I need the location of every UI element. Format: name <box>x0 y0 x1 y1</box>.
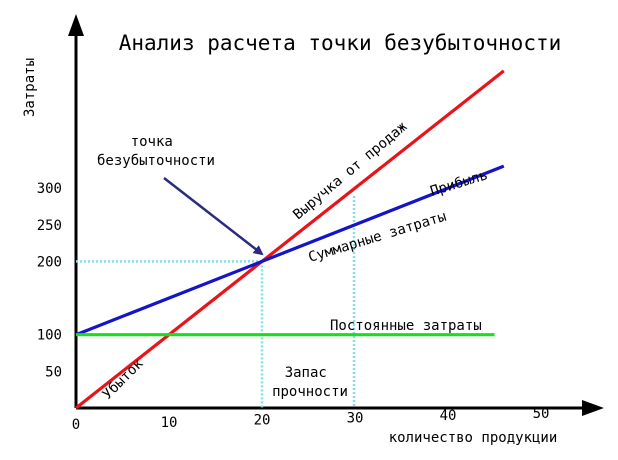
x-axis-label: количество продукции <box>389 430 558 446</box>
revenue-line <box>75 69 505 410</box>
y-tick-label: 200 <box>37 254 62 270</box>
x-tick-label: 20 <box>254 413 271 429</box>
x-tick-label: 30 <box>347 410 364 426</box>
chart-title: Анализ расчета точки безубыточности <box>119 31 562 55</box>
x-tick-label: 40 <box>440 408 457 424</box>
breakeven-label: точка безубыточности <box>97 134 215 169</box>
x-tick-label: 0 <box>72 417 80 433</box>
x-axis-arrowhead <box>582 400 604 416</box>
x-tick-label: 10 <box>161 415 178 431</box>
y-tick-label: 100 <box>37 328 62 344</box>
y-tick-label: 250 <box>37 218 62 234</box>
total-costs-line <box>75 164 505 337</box>
fixed-costs-series-label: Постоянные затраты <box>330 318 482 334</box>
x-tick-label: 50 <box>533 406 550 422</box>
safety-margin-label: Запас прочности <box>272 365 348 400</box>
revenue-series-label: Выручка от продаж <box>290 118 410 223</box>
y-axis-label: Затраты <box>22 58 38 117</box>
breakeven-arrow <box>163 177 264 256</box>
loss-label: Убыток <box>100 355 147 402</box>
y-tick-label: 300 <box>37 181 62 197</box>
profit-label: Прибыль <box>428 167 489 200</box>
y-tick-label: 50 <box>45 364 62 380</box>
y-axis-arrowhead <box>68 14 84 36</box>
